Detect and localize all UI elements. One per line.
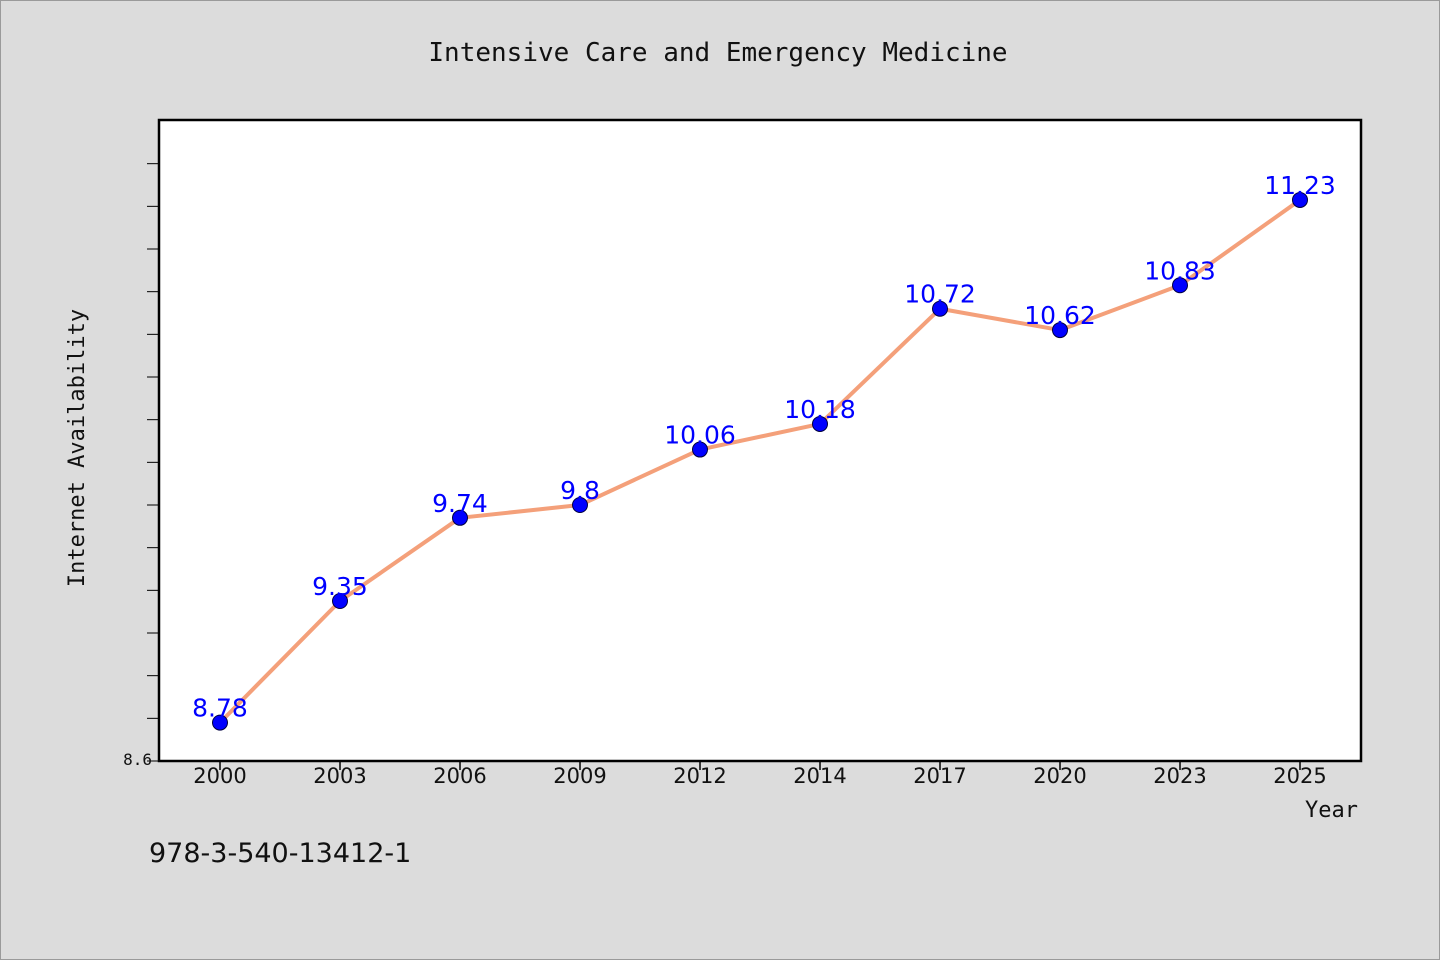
data-point	[1292, 191, 1308, 208]
data-point	[332, 593, 348, 610]
x-tick-label: 2020	[1033, 764, 1086, 788]
data-point	[812, 415, 828, 432]
data-label: 10.72	[904, 280, 976, 309]
data-labels-group: 8.78 9.35 9.74 9.8 10.06 10.18 10.72 10.62 10.83…	[192, 171, 1336, 723]
y-tick-label-min: 8.6	[123, 750, 152, 769]
x-tick-label: 2003	[313, 764, 366, 788]
y-axis-label: Internet Availability	[65, 309, 90, 587]
y-axis-ticks	[147, 163, 159, 762]
data-label: 10.18	[784, 395, 856, 424]
x-axis-ticks: 2000 2003 2006 2009 2012 2014 2017 2020 2023 2025	[193, 761, 1327, 788]
chart-title: Intensive Care and Emergency Medicine	[428, 38, 1007, 68]
series-line	[218, 197, 1302, 725]
data-point	[932, 300, 948, 317]
data-label: 11.23	[1264, 171, 1336, 200]
data-label: 9.74	[432, 489, 488, 518]
data-point	[1052, 322, 1068, 339]
data-point	[212, 714, 228, 731]
x-tick-label: 2017	[913, 764, 966, 788]
data-label: 10.06	[664, 421, 736, 450]
x-tick-label: 2025	[1273, 764, 1326, 788]
x-tick-label: 2014	[793, 764, 846, 788]
data-point	[692, 441, 708, 458]
data-point	[452, 509, 468, 526]
data-label: 10.83	[1144, 256, 1216, 285]
data-label: 9.8	[560, 476, 600, 505]
x-axis-label: Year	[1305, 798, 1358, 823]
plot-area	[157, 118, 1363, 763]
data-label: 9.35	[312, 572, 368, 601]
x-tick-label: 2023	[1153, 764, 1206, 788]
data-point	[572, 497, 588, 514]
x-tick-label: 2006	[433, 764, 486, 788]
data-label: 10.62	[1024, 301, 1096, 330]
data-label: 8.78	[192, 694, 248, 723]
data-point	[1172, 277, 1188, 294]
isbn-text: 978-3-540-13412-1	[149, 838, 411, 869]
series-group	[212, 191, 1308, 731]
x-tick-label: 2009	[553, 764, 606, 788]
x-tick-label: 2012	[673, 764, 726, 788]
x-tick-label: 2000	[193, 764, 246, 788]
